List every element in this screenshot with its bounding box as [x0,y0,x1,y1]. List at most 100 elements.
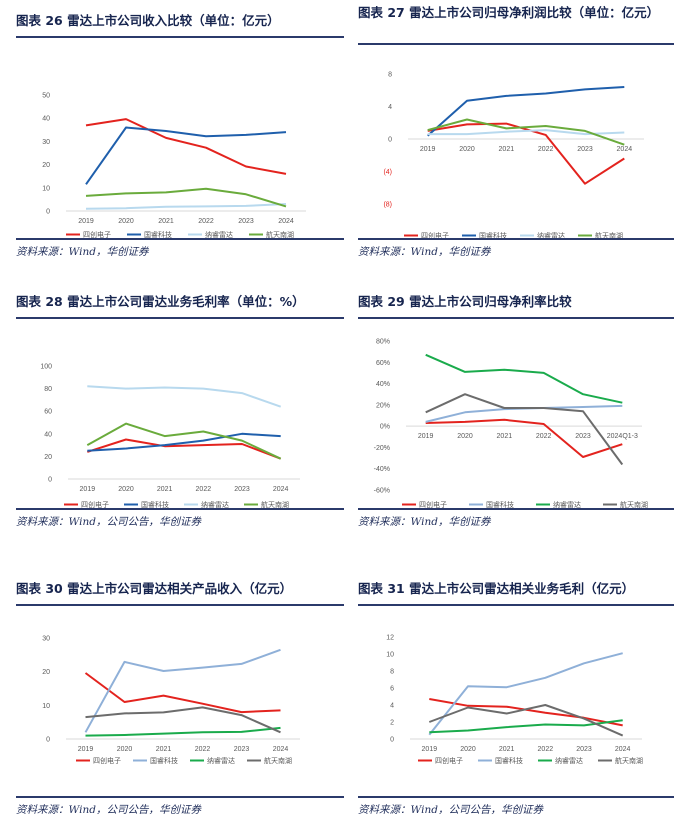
chart-panel-29: 图表 29 雷达上市公司归母净利率比较 -60% -40% -20% 0% 20% 40%… [358,293,674,533]
chart-title: 图表 27 雷达上市公司归母净利润比较（单位：亿元） [358,5,660,20]
x-tick-label: 2020 [460,746,476,753]
series-line-3 [85,726,281,737]
y-tick-label: 60% [376,360,390,367]
x-tick-label: 2021 [499,146,515,153]
title-rule [358,43,674,45]
y-tick-label: 20 [44,454,52,461]
legend-label: 纳睿雷达 [207,756,235,765]
x-tick-label: 2020 [457,433,473,440]
x-tick-label: 2019 [422,746,438,753]
series-line-4 [425,393,624,466]
chart-source: 资料来源：Wind，公司公告，华创证券 [358,804,543,816]
y-tick-label: 0 [390,737,394,744]
chart-panel-31: 图表 31 雷达上市公司雷达相关业务毛利（亿元） 0 2 4 6 8 10 12 2019 20… [358,580,674,820]
x-tick-label: 2024 [273,746,289,753]
x-tick-label: 2022 [198,218,214,225]
y-tick-label: 50 [42,93,50,100]
legend-label: 国睿科技 [495,756,523,765]
legend-label: 四创电子 [81,500,109,509]
x-tick-label: 2023 [575,433,591,440]
legend-label: 国睿科技 [150,756,178,765]
legend-label: 纳睿雷达 [555,756,583,765]
x-tick-label: 2023 [577,146,593,153]
y-tick-label: 0 [46,737,50,744]
y-tick-label: 30 [42,139,50,146]
title-rule [358,317,674,319]
source-rule [16,796,344,798]
chart-title: 图表 31 雷达上市公司雷达相关业务毛利（亿元） [358,581,635,596]
title-rule [16,604,344,606]
chart-source: 资料来源：Wind，华创证券 [358,516,491,528]
line-chart: 0 2 4 6 8 10 12 2019 2020 2021 2022 2023 2024 四创电子 国睿科… [386,635,643,766]
x-tick-label: 2019 [420,146,436,153]
chart-panel-30: 图表 30 雷达上市公司雷达相关产品收入（亿元） 0 10 20 30 2019 2020… [16,580,344,820]
series-line-3 [429,719,623,734]
source-rule [358,508,674,510]
x-tick-label: 2019 [78,218,94,225]
source-rule [16,508,344,510]
legend-label: 四创电子 [435,756,463,765]
y-tick-label: 10 [42,185,50,192]
legend-label: 航天南湖 [620,500,648,509]
x-tick-label: 2022 [196,486,212,493]
legend-label: 国睿科技 [141,500,169,509]
legend-label: 纳睿雷达 [205,230,233,239]
series-line-4 [85,706,281,734]
series-line-2 [85,126,287,185]
source-rule [358,238,674,240]
y-tick-label: 40 [44,431,52,438]
y-tick-label: 4 [390,703,394,710]
y-tick-label: 8 [390,669,394,676]
y-tick-label: 60 [44,409,52,416]
y-tick-label: 4 [388,104,392,111]
y-tick-label: 30 [42,636,50,643]
x-tick-label: 2022 [538,146,554,153]
legend-label: 纳睿雷达 [537,231,565,240]
x-tick-label: 2020 [117,746,133,753]
series-line-1 [427,122,625,185]
legend-label: 国睿科技 [144,230,172,239]
y-tick-label: 20% [376,402,390,409]
legend-label: 四创电子 [93,756,121,765]
y-tick-label: (8) [383,202,392,209]
x-tick-label: 2023 [238,218,254,225]
series-line-3 [87,385,282,408]
y-tick-label: 40 [42,116,50,123]
series-line-2 [428,652,623,736]
legend-label: 四创电子 [419,500,447,509]
legend-label: 纳睿雷达 [201,500,229,509]
y-tick-label: 80% [376,339,390,346]
y-tick-label: 10 [386,652,394,659]
series-line-1 [85,118,287,175]
legend-label: 纳睿雷达 [553,500,581,509]
series-line-4 [86,422,282,460]
title-rule [16,317,344,319]
x-tick-label: 2020 [118,486,134,493]
line-chart: 0 10 20 30 40 50 2019 2020 2021 2022 2023 2024 四创电子 国… [42,93,306,239]
x-tick-label: 2019 [418,433,434,440]
chart-source: 资料来源：Wind，公司公告，华创证券 [16,516,201,528]
x-tick-label: 2021 [497,433,513,440]
series-line-4 [427,118,625,146]
chart-panel-27: 图表 27 雷达上市公司归母净利润比较（单位：亿元） (8) (4) 0 4 8 2019… [358,4,674,262]
x-tick-label: 2023 [576,746,592,753]
y-tick-label: 20 [42,669,50,676]
x-tick-label: 2024Q1-3 [607,433,638,440]
title-rule [16,36,344,38]
y-tick-label: 20 [42,162,50,169]
x-tick-label: 2023 [234,486,250,493]
legend-label: 国睿科技 [486,500,514,509]
x-tick-label: 2021 [499,746,515,753]
series-line-2 [87,432,281,452]
x-tick-label: 2020 [118,218,134,225]
x-tick-label: 2024 [278,218,294,225]
legend-label: 航天南湖 [261,500,289,509]
x-tick-label: 2020 [459,146,475,153]
legend-label: 四创电子 [421,231,449,240]
y-tick-label: 0 [388,137,392,144]
source-rule [16,238,344,240]
legend-label: 国睿科技 [479,231,507,240]
legend-label: 四创电子 [83,230,111,239]
source-rule [358,796,674,798]
legend-label: 航天南湖 [595,231,623,240]
